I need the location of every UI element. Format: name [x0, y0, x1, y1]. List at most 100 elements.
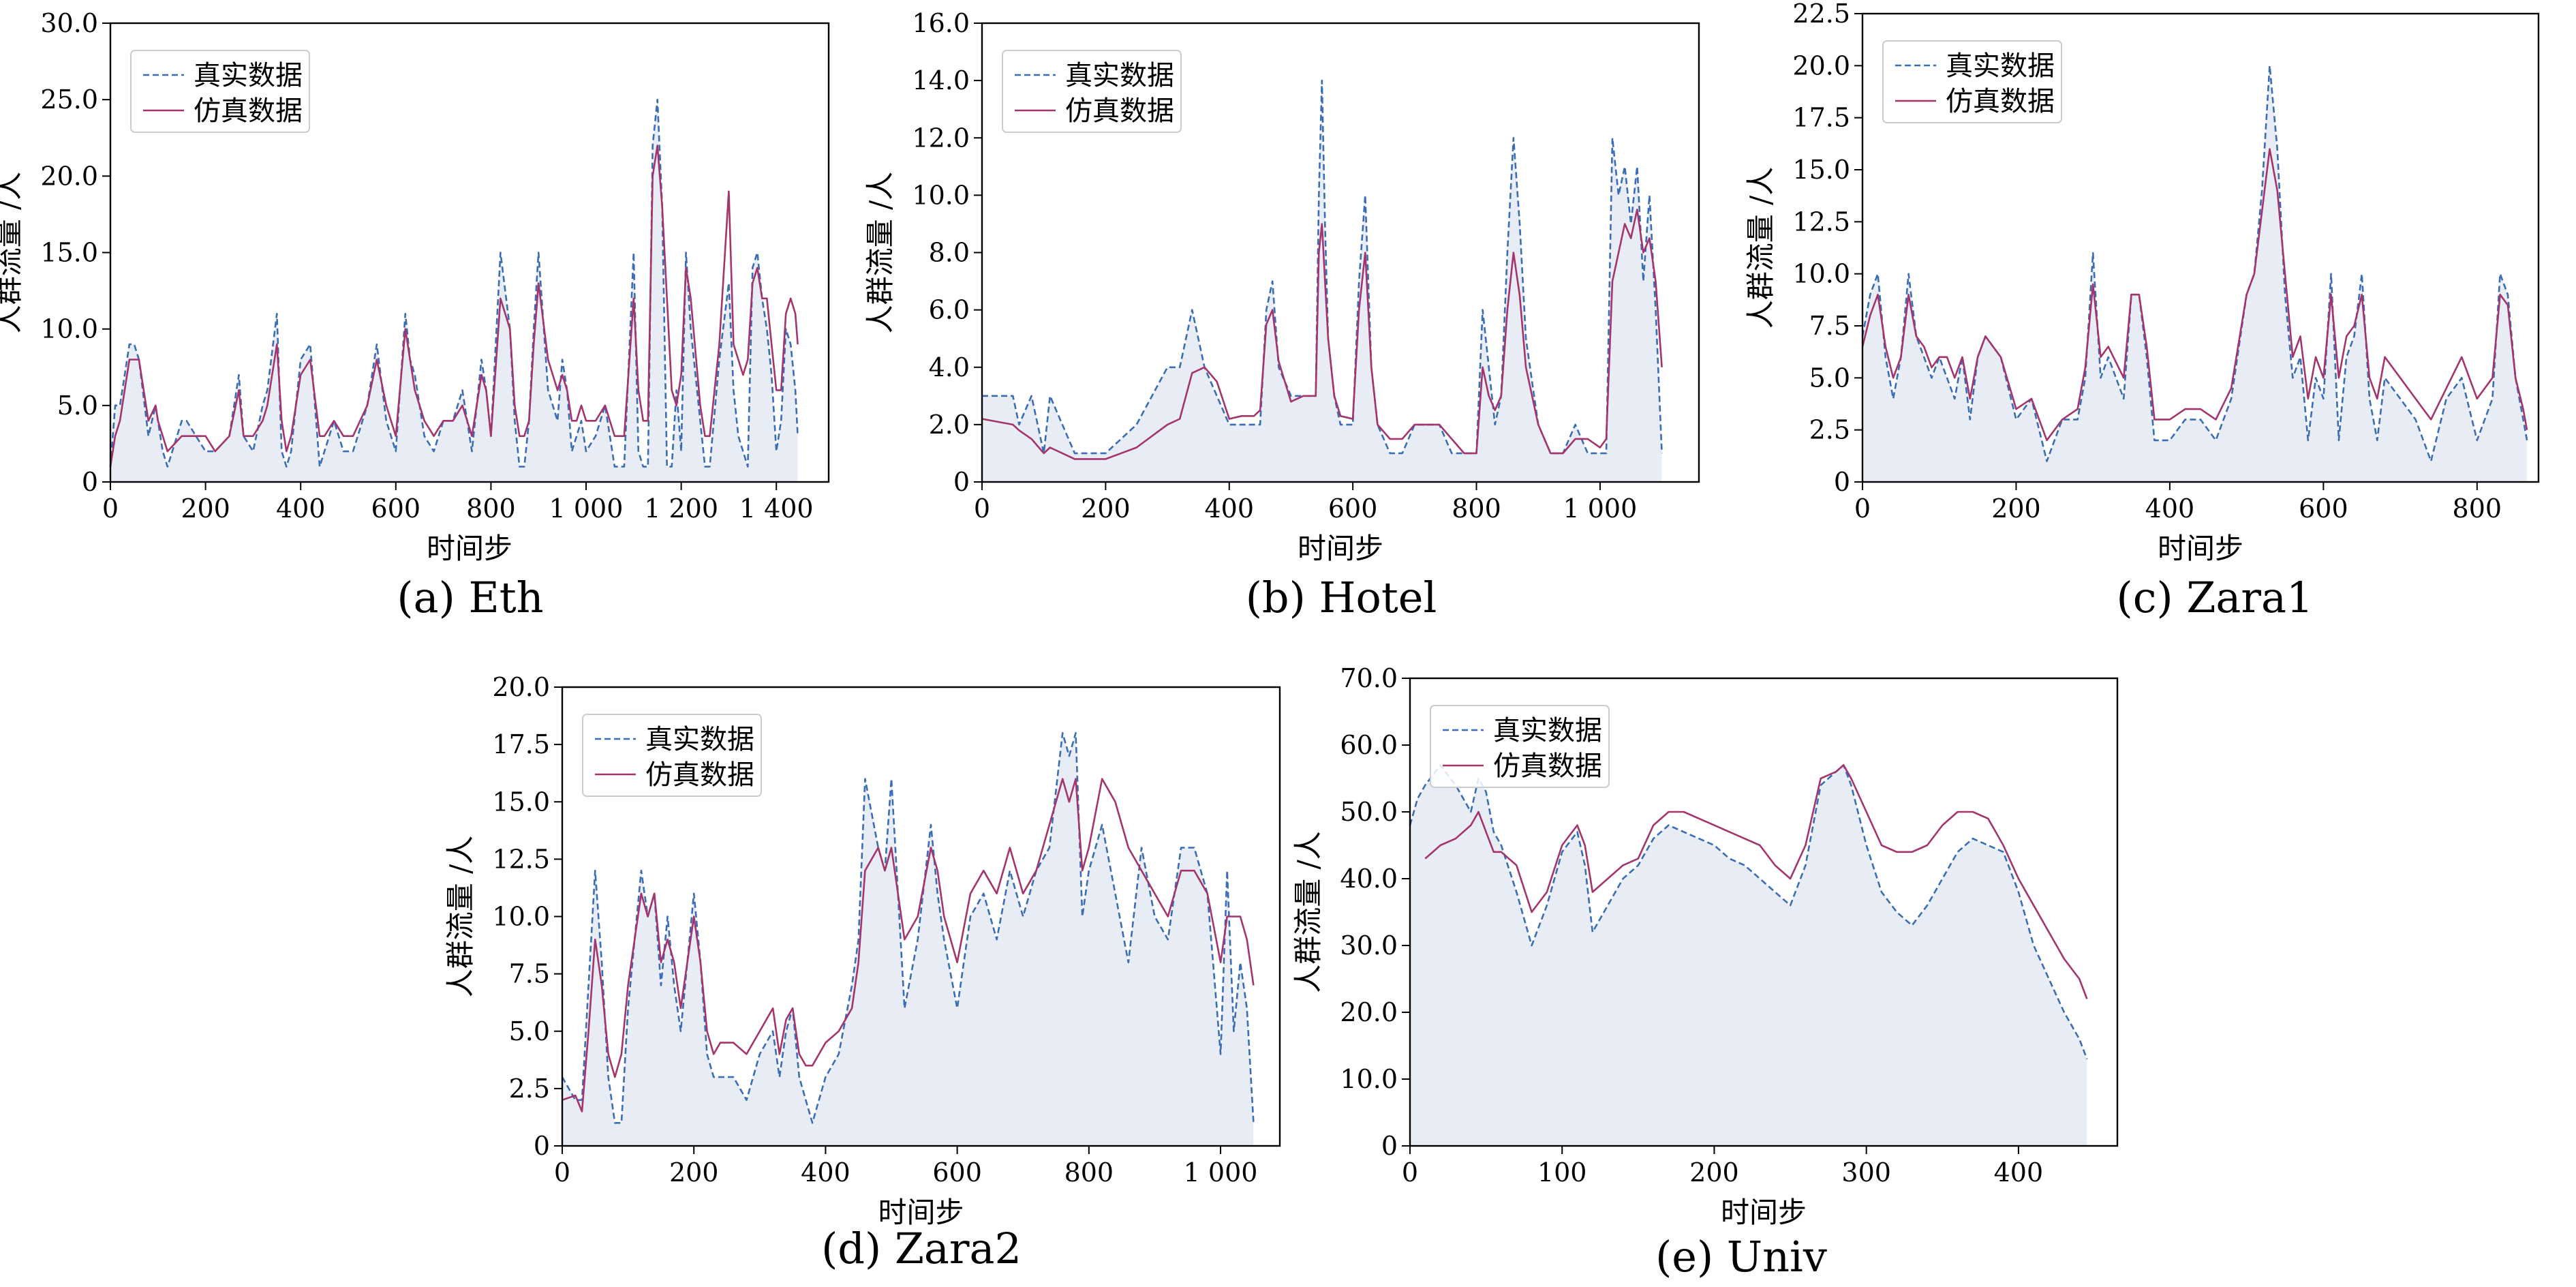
x-tick-label-zara1: 400 — [2145, 494, 2195, 524]
x-tick-label-zara1: 800 — [2453, 494, 2502, 524]
figure: 0 200 400 600 800 1 000 1 200 1 400 0 5.0 10.0 15.0… — [0, 0, 2576, 1287]
chart-panel-eth: 0 200 400 600 800 1 000 1 200 1 40005.010.015.0… — [0, 8, 829, 565]
y-tick-label-zara2: 12.5 — [492, 844, 550, 874]
y-tick-label-eth: 15.0 — [40, 238, 98, 268]
x-tick-label-univ: 200 — [1689, 1157, 1739, 1187]
x-tick-label-zara2: 0 — [554, 1157, 570, 1187]
x-tick-label-zara1: 600 — [2299, 494, 2348, 524]
y-axis-label-zara1: 人群流量 /人 — [1744, 167, 1777, 329]
caption-zara1: (c) Zara1 — [2117, 573, 2314, 622]
x-tick-label-univ: 400 — [1994, 1157, 2044, 1187]
y-tick-label-zara2: 20.0 — [492, 672, 550, 702]
area-fill-real-univ — [1410, 765, 2087, 1146]
legend-label-sim-eth: 仿真数据 — [194, 95, 303, 127]
y-tick-label-zara2: 7.5 — [509, 959, 550, 989]
x-tick-label-hotel: 200 — [1081, 494, 1131, 524]
y-tick-label-zara1: 10.0 — [1792, 259, 1850, 289]
caption-eth: (a) Eth — [397, 573, 543, 622]
y-tick-label-univ: 70.0 — [1340, 663, 1398, 693]
y-tick-label-eth: 20.0 — [40, 161, 98, 191]
legend-label-sim-zara1: 仿真数据 — [1946, 86, 2055, 117]
x-tick-label-univ: 100 — [1537, 1157, 1587, 1187]
x-tick-label-zara2: 600 — [932, 1157, 982, 1187]
y-tick-label-zara1: 2.5 — [1809, 415, 1850, 445]
legend-label-real-zara1: 真实数据 — [1946, 50, 2055, 82]
x-tick-label-zara2: 400 — [801, 1157, 850, 1187]
y-tick-label-zara1: 5.0 — [1809, 363, 1850, 393]
area-fill-real-eth — [110, 100, 798, 482]
legend-label-real-eth: 真实数据 — [194, 60, 303, 91]
x-axis-label-eth: 时间步 — [427, 532, 512, 565]
y-tick-label-eth: 5.0 — [57, 391, 98, 421]
x-tick-label-eth: 1 400 — [739, 494, 814, 524]
y-tick-label-univ: 50.0 — [1340, 797, 1398, 827]
y-tick-label-zara2: 2.5 — [509, 1074, 550, 1104]
x-tick-label-eth: 800 — [466, 494, 516, 524]
x-tick-label-zara2: 1 000 — [1184, 1157, 1258, 1187]
y-tick-label-eth: 25.0 — [40, 85, 98, 115]
x-tick-label-zara2: 200 — [669, 1157, 719, 1187]
legend-label-real-univ: 真实数据 — [1493, 715, 1602, 746]
y-tick-label-zara1: 20.0 — [1792, 50, 1850, 80]
y-tick-label-eth: 0 — [82, 467, 98, 497]
caption-univ: (e) Univ — [1655, 1232, 1827, 1282]
x-tick-label-eth: 200 — [181, 494, 230, 524]
x-tick-label-eth: 0 — [102, 494, 119, 524]
legend-label-sim-univ: 仿真数据 — [1493, 751, 1602, 782]
y-tick-label-univ: 10.0 — [1340, 1064, 1398, 1094]
x-axis-label-hotel: 时间步 — [1298, 532, 1383, 565]
y-tick-label-eth: 10.0 — [40, 314, 98, 344]
y-axis-label-zara2: 人群流量 /人 — [444, 836, 477, 998]
x-tick-label-zara1: 0 — [1854, 494, 1871, 524]
y-tick-label-hotel: 2.0 — [929, 410, 970, 440]
x-axis-label-univ: 时间步 — [1721, 1196, 1807, 1229]
y-tick-label-zara1: 22.5 — [1792, 0, 1850, 29]
chart-panel-hotel: 0 200 400 600 800 1 000 0 2.0 4.0 6.0 8.0 10.0 12.0 1… — [863, 8, 1699, 565]
y-tick-label-hotel: 4.0 — [929, 352, 970, 382]
y-tick-label-hotel: 10.0 — [912, 180, 970, 210]
y-tick-label-zara2: 10.0 — [492, 902, 550, 932]
x-tick-label-hotel: 0 — [974, 494, 990, 524]
y-tick-label-eth: 30.0 — [40, 8, 98, 38]
x-tick-label-hotel: 1 000 — [1563, 494, 1637, 524]
y-tick-label-univ: 40.0 — [1340, 864, 1398, 894]
caption-hotel: (b) Hotel — [1246, 573, 1437, 622]
y-tick-label-zara2: 0 — [534, 1131, 550, 1161]
y-tick-label-zara1: 0 — [1834, 467, 1850, 497]
x-tick-label-univ: 300 — [1841, 1157, 1891, 1187]
y-tick-label-zara1: 17.5 — [1792, 103, 1850, 133]
y-tick-label-univ: 0 — [1381, 1131, 1398, 1161]
legend-label-real-zara2: 真实数据 — [645, 724, 754, 755]
x-tick-label-univ: 0 — [1402, 1157, 1418, 1187]
chart-panel-zara1: 0 200 400 600 800 0 2.5 5.0 7.5 10.0 12.5 15.0 17.5 2… — [1744, 0, 2539, 565]
y-tick-label-zara2: 15.0 — [492, 787, 550, 817]
x-tick-label-zara1: 200 — [1991, 494, 2041, 524]
legend-label-real-hotel: 真实数据 — [1065, 60, 1174, 91]
caption-zara2: (d) Zara2 — [821, 1224, 1022, 1273]
x-tick-label-hotel: 400 — [1204, 494, 1254, 524]
area-fill-real-hotel — [982, 80, 1662, 482]
chart-panel-zara2: 0 200 400 600 800 1 00002.55.07.510.012.515.0… — [444, 672, 1280, 1229]
x-axis-label-zara1: 时间步 — [2158, 532, 2243, 565]
y-tick-label-zara2: 17.5 — [492, 729, 550, 759]
x-tick-label-eth: 1 000 — [549, 494, 624, 524]
y-tick-label-univ: 30.0 — [1340, 930, 1398, 960]
x-tick-label-hotel: 800 — [1452, 494, 1501, 524]
y-tick-label-hotel: 14.0 — [912, 65, 970, 95]
x-tick-label-eth: 1 200 — [644, 494, 718, 524]
y-tick-label-hotel: 0 — [953, 467, 970, 497]
chart-panel-univ: 0 100 200 300 400 0 10.0 20.0 30.0 40.0 50.0 60.0 70… — [1291, 663, 2117, 1229]
y-axis-label-hotel: 人群流量 /人 — [863, 172, 897, 334]
y-tick-label-hotel: 16.0 — [912, 8, 970, 38]
y-tick-label-univ: 60.0 — [1340, 730, 1398, 760]
y-tick-label-hotel: 6.0 — [929, 295, 970, 325]
y-tick-label-hotel: 8.0 — [929, 238, 970, 268]
x-tick-label-hotel: 600 — [1328, 494, 1378, 524]
legend-label-sim-zara2: 仿真数据 — [645, 759, 754, 791]
y-axis-label-eth: 人群流量 /人 — [0, 172, 25, 334]
y-tick-label-zara2: 5.0 — [509, 1016, 550, 1046]
y-tick-label-hotel: 12.0 — [912, 123, 970, 153]
y-tick-label-univ: 20.0 — [1340, 997, 1398, 1027]
y-tick-label-zara1: 15.0 — [1792, 155, 1850, 185]
x-tick-label-eth: 400 — [276, 494, 326, 524]
